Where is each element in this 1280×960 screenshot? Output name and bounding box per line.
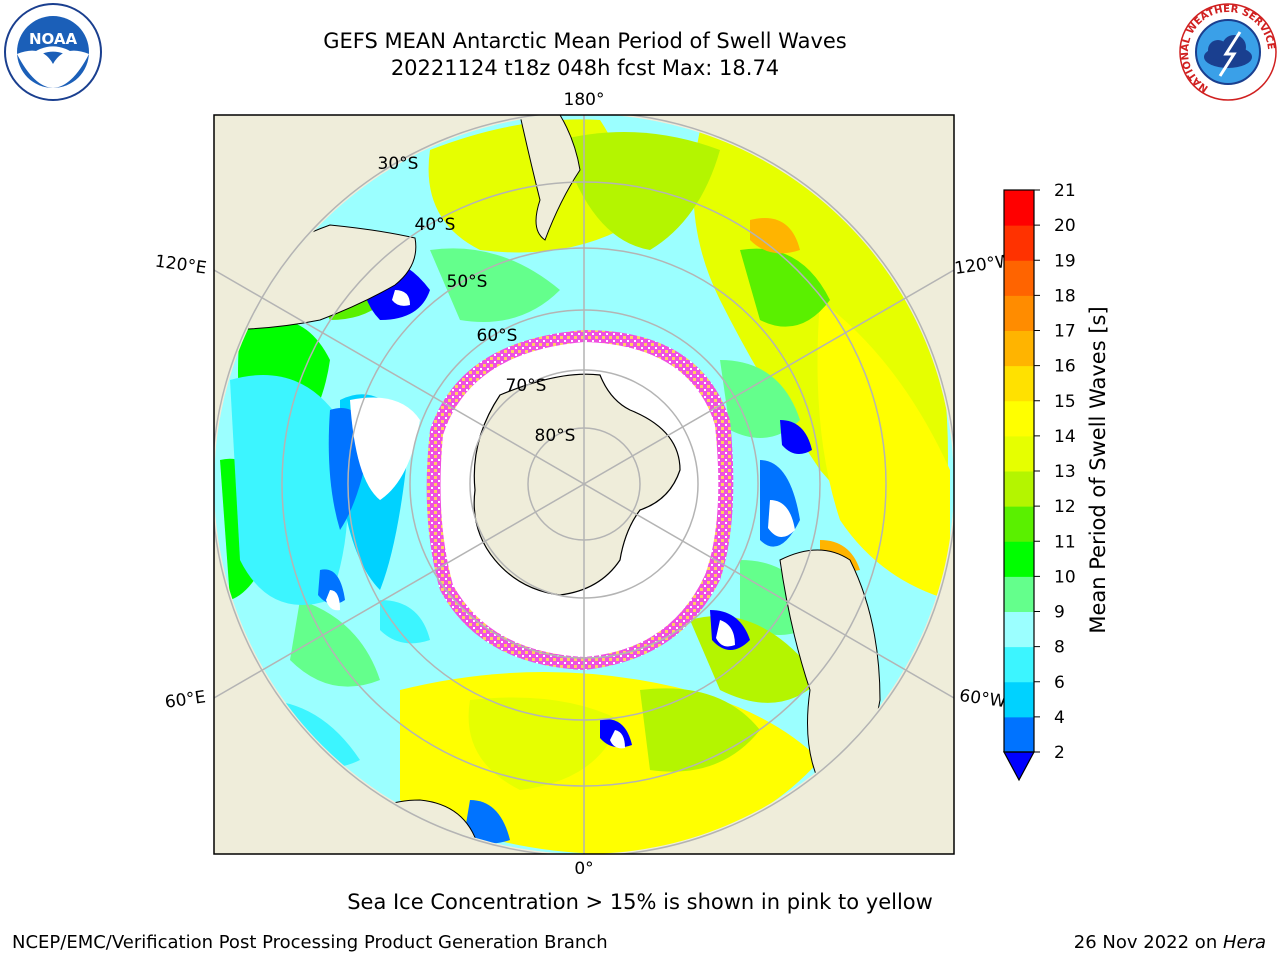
lon-label-180: 180° — [564, 90, 605, 110]
colorbar-box-19 — [1004, 225, 1034, 261]
antarctica — [473, 373, 681, 596]
colorbar-extend-triangle — [1002, 751, 1036, 782]
colorbar-tick-label-9: 9 — [1054, 603, 1065, 623]
colorbar-box-12 — [1004, 471, 1034, 507]
lon-label-60w: 60°W — [958, 686, 1007, 712]
colorbar-box-15 — [1004, 365, 1034, 402]
colorbar-box-4 — [1004, 681, 1034, 718]
colorbar-box-16 — [1004, 330, 1034, 367]
colorbar-tick-label-8: 8 — [1054, 638, 1065, 658]
colorbar-tick-label-18: 18 — [1054, 286, 1076, 306]
colorbar-tick-label-12: 12 — [1054, 497, 1076, 517]
colorbar-tick-label-2: 2 — [1054, 743, 1065, 763]
date-host: Hera — [1222, 932, 1266, 953]
graticule — [214, 115, 954, 854]
colorbar-box-8 — [1004, 611, 1034, 648]
map-frame — [213, 114, 955, 855]
lat-label-50s: 50°S — [447, 272, 488, 292]
colorbar-label: Mean Period of Swell Waves [s] — [1086, 306, 1110, 634]
lat-label-80s: 80°S — [535, 426, 576, 446]
colorbar-box-10 — [1004, 541, 1034, 577]
colorbar-tick-label-17: 17 — [1054, 322, 1076, 342]
credit-text: NCEP/EMC/Verification Post Processing Pr… — [12, 932, 608, 953]
colorbar-tick-label-19: 19 — [1054, 251, 1076, 271]
lat-label-30s: 30°S — [378, 154, 419, 174]
chart-title: GEFS MEAN Antarctic Mean Period of Swell… — [323, 29, 847, 53]
lat-label-60s: 60°S — [477, 326, 518, 346]
colorbar-tick-label-13: 13 — [1054, 462, 1076, 482]
date-text: 26 Nov 2022 on Hera — [1073, 932, 1266, 953]
colorbar-tick-label-15: 15 — [1054, 392, 1076, 412]
colorbar-tick-label-14: 14 — [1054, 427, 1076, 447]
colorbar-box-6 — [1004, 646, 1034, 683]
colorbar-box-11 — [1004, 506, 1034, 542]
colorbar-box-14 — [1004, 400, 1034, 437]
noaa-logo-text: NOAA — [29, 30, 78, 48]
colorbar-box-2 — [1004, 716, 1034, 753]
colorbar-tick-label-6: 6 — [1054, 673, 1065, 693]
colorbar-tick-label-16: 16 — [1054, 357, 1076, 377]
colorbar-tick-label-11: 11 — [1054, 532, 1076, 552]
colorbar-box-9 — [1004, 576, 1034, 612]
lon-label-60e: 60°E — [164, 687, 207, 712]
colorbar-box-20 — [1004, 190, 1034, 226]
chart-subtitle: 20221124 t18z 048h fcst Max: 18.74 — [390, 56, 780, 80]
colorbar-tick-label-10: 10 — [1054, 567, 1076, 587]
colorbar-tick-label-4: 4 — [1054, 708, 1065, 728]
lon-label-120e: 120°E — [154, 252, 208, 279]
colorbar-box-17 — [1004, 295, 1034, 331]
lat-label-40s: 40°S — [415, 215, 456, 235]
noaa-logo: NOAA — [4, 3, 102, 101]
sea-ice-note: Sea Ice Concentration > 15% is shown in … — [347, 890, 933, 914]
lat-label-70s: 70°S — [506, 376, 547, 396]
colorbar: 2 4 6 8 9 10 11 12 13 14 15 16 17 18 19 20 21 — [1002, 181, 1076, 782]
colorbar-tick-label-20: 20 — [1054, 216, 1076, 236]
colorbar-box-18 — [1004, 260, 1034, 296]
colorbar-box-13 — [1004, 435, 1034, 472]
nws-logo: NATIONAL WEATHER SERVICE — [1179, 3, 1277, 101]
lon-label-0: 0° — [574, 859, 593, 879]
colorbar-tick-label-21: 21 — [1054, 181, 1076, 201]
